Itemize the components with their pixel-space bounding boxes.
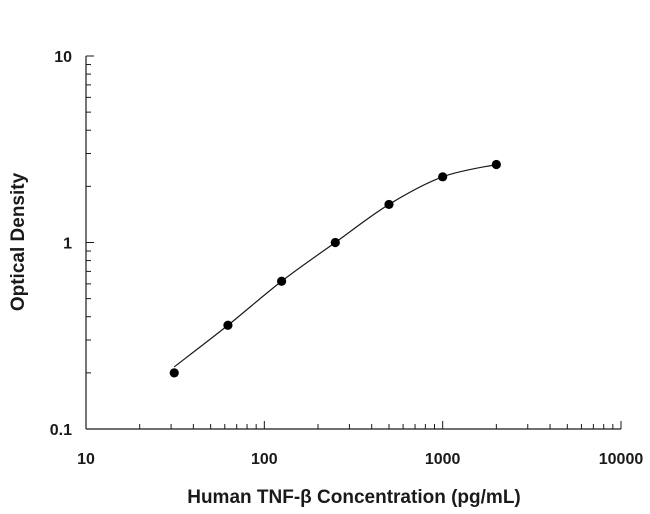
data-point [330, 237, 340, 248]
data-point [438, 172, 448, 182]
data-point [384, 199, 394, 210]
data-point [223, 320, 233, 330]
data-point [277, 276, 287, 286]
data-point [169, 368, 179, 378]
y-tick-label: 0.1 [50, 422, 72, 439]
axis-ticks [85, 55, 622, 430]
x-tick-label: 1000 [425, 451, 461, 468]
fit-curve [173, 163, 497, 368]
x-tick-label: 10000 [599, 451, 644, 468]
x-tick-label: 10 [77, 451, 95, 468]
y-axis-title: Optical Density [8, 172, 29, 311]
y-tick-label: 10 [54, 49, 72, 66]
data-points [169, 159, 501, 378]
data-point [491, 159, 501, 170]
tick-labels: 10 100 1000 10000 0.1 1 10 [50, 49, 644, 468]
y-tick-label: 1 [63, 236, 72, 253]
x-axis-title: Human TNF-β Concentration (pg/mL) [187, 487, 521, 508]
x-tick-label: 100 [251, 451, 278, 468]
